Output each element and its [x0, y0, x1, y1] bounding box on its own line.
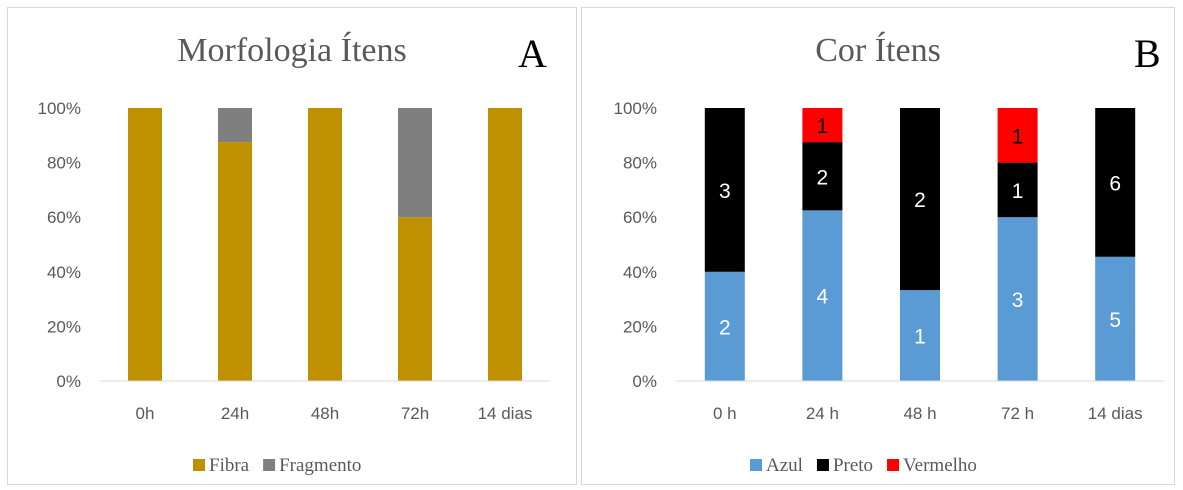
x-tick-label: 0 h [713, 404, 737, 423]
bar-fibra [398, 217, 432, 381]
y-tick-label: 0% [632, 372, 657, 391]
data-label: 1 [1012, 125, 1024, 148]
y-tick-label: 80% [623, 154, 657, 173]
chart-title: Cor Ítens [815, 32, 941, 69]
data-label: 2 [914, 189, 926, 212]
legend-label: Fragmento [279, 455, 361, 476]
data-label: 1 [817, 115, 829, 138]
bar-fibra [218, 142, 252, 381]
x-tick-label: 48h [311, 404, 339, 423]
x-tick-label: 24h [221, 404, 249, 423]
x-tick-label: 0h [136, 404, 155, 423]
bar-preto [802, 142, 843, 211]
chart-panel-a: Morfologia Ítens A 0% 20% 40% 60% 80% 100% 0h 2… [7, 7, 577, 485]
data-label: 2 [719, 316, 731, 339]
y-tick-label: 20% [623, 317, 657, 336]
data-label: 3 [1012, 289, 1024, 312]
data-label: 3 [719, 180, 731, 203]
data-label: 4 [817, 286, 829, 309]
x-tick-label: 14 dias [1088, 404, 1143, 423]
panel-letter: A [518, 31, 547, 76]
x-tick-label: 48 h [903, 404, 936, 423]
bar-fibra [488, 108, 522, 381]
bar-preto [900, 108, 940, 291]
bar-fragmento [398, 108, 432, 218]
y-tick-label: 60% [623, 208, 657, 227]
chart-plot-area: 0% 20% 40% 60% 80% 100% 2 3 0 h 4 2 1 24 h 1 2 48 h 3 1 1 7… [614, 99, 1164, 476]
x-tick-label: 14 dias [478, 404, 533, 423]
y-tick-label: 80% [47, 154, 81, 173]
legend-swatch [816, 459, 829, 471]
y-tick-label: 40% [47, 263, 81, 282]
legend-swatch [887, 459, 900, 471]
data-label: 6 [1109, 172, 1121, 195]
chart-title: Morfologia Ítens [177, 32, 407, 69]
bar-fibra [128, 108, 162, 381]
y-tick-label: 40% [623, 263, 657, 282]
bar-vermelho [802, 108, 843, 143]
y-tick-label: 100% [614, 99, 657, 118]
bar-azul [997, 217, 1038, 381]
bar-fragmento [218, 108, 252, 143]
legend-swatch [193, 459, 205, 471]
y-tick-label: 20% [47, 317, 81, 336]
bar-azul [802, 210, 843, 381]
data-label: 2 [817, 166, 829, 189]
y-tick-label: 60% [47, 208, 81, 227]
chart-plot-area: 0% 20% 40% 60% 80% 100% 0h 24h 48h 72h 14 dias Fibr… [38, 99, 550, 476]
bar-preto [704, 108, 745, 272]
legend-swatch [263, 459, 276, 471]
legend-label: Fibra [209, 455, 250, 476]
panel-letter: B [1134, 31, 1161, 76]
data-label: 1 [1012, 180, 1024, 203]
y-tick-label: 100% [38, 99, 81, 118]
chart-panel-b: Cor Ítens B 0% 20% 40% 60% 80% 100% 2 3 0 h 4 2 1 24… [581, 7, 1175, 485]
legend-label: Azul [766, 455, 803, 476]
bar-preto [997, 162, 1038, 218]
legend-label: Vermelho [903, 455, 977, 476]
bar-preto [1095, 108, 1136, 257]
bar-vermelho [997, 108, 1038, 163]
y-tick-label: 0% [56, 372, 81, 391]
bar-fibra [308, 108, 342, 381]
bar-azul [900, 290, 940, 381]
bar-azul [704, 271, 745, 381]
x-tick-label: 72 h [1001, 404, 1034, 423]
bar-azul [1095, 256, 1136, 381]
data-label: 1 [914, 326, 926, 349]
x-tick-label: 24 h [806, 404, 839, 423]
x-tick-label: 72h [401, 404, 429, 423]
legend-label: Preto [833, 455, 873, 476]
data-label: 5 [1109, 309, 1121, 332]
legend-swatch [750, 459, 762, 471]
